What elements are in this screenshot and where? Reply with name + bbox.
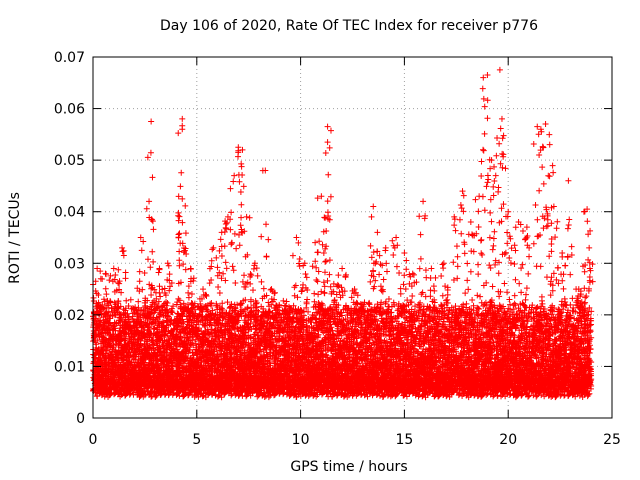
data-point (280, 297, 287, 304)
chart-title: Day 106 of 2020, Rate Of TEC Index for r… (160, 18, 538, 34)
data-point (180, 300, 187, 307)
data-point (123, 297, 130, 304)
data-points (90, 66, 596, 401)
data-point (248, 304, 255, 311)
data-point (135, 298, 142, 305)
